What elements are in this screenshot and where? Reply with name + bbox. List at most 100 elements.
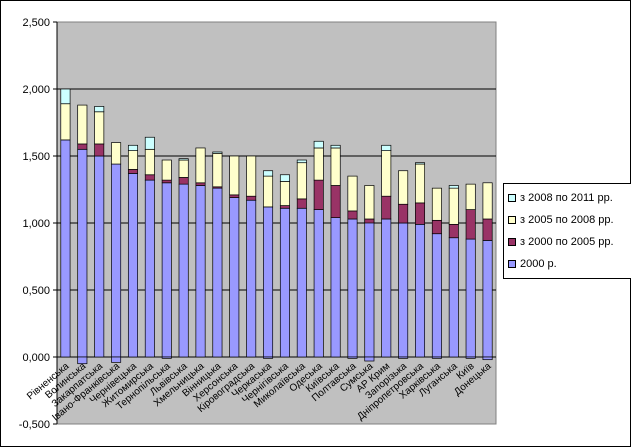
- bar-segment: [279, 174, 290, 182]
- bar-segment-negative: [77, 356, 88, 365]
- bar-segment: [347, 218, 358, 358]
- legend-item: 2000 р.: [508, 253, 628, 275]
- bar-segment: [229, 155, 240, 196]
- bar-segment: [178, 159, 189, 178]
- legend-label: з 2005 по 2008 рр.: [520, 214, 614, 226]
- bar-segment: [161, 179, 172, 184]
- bar-segment: [229, 194, 240, 198]
- bar-segment: [195, 147, 206, 184]
- bar-segment: [94, 155, 105, 358]
- bar-segment: [330, 144, 341, 149]
- bar-segment: [313, 209, 324, 358]
- bar-segment: [313, 179, 324, 210]
- bar-segment: [127, 150, 138, 170]
- bar-segment-negative: [398, 356, 409, 359]
- bar-segment-negative: [431, 356, 442, 359]
- bar-segment: [263, 206, 274, 358]
- bar-segment: [448, 223, 459, 239]
- y-tick-label: 0,500: [22, 285, 50, 297]
- legend: з 2008 по 2011 рр. з 2005 по 2008 рр. з …: [503, 183, 631, 279]
- bar-segment: [296, 162, 307, 200]
- bar-segment: [364, 218, 375, 224]
- y-tick-label: -0,500: [19, 419, 50, 431]
- bar-segment: [127, 173, 138, 358]
- bar-segment: [330, 185, 341, 218]
- y-tick-label: 2,000: [22, 84, 50, 96]
- bar-segment: [465, 183, 476, 210]
- bar-segment: [431, 233, 442, 358]
- legend-item: з 2008 по 2011 рр.: [508, 187, 628, 209]
- bar-segment: [77, 143, 88, 150]
- legend-label: 2000 р.: [520, 258, 557, 270]
- bar-segment: [178, 183, 189, 358]
- legend-label: з 2000 по 2005 рр.: [520, 236, 614, 248]
- bar-segment: [330, 147, 341, 186]
- bar-segment-negative: [111, 356, 122, 363]
- bar-segment: [144, 179, 155, 358]
- bar-segment: [347, 175, 358, 212]
- bar-segment: [296, 198, 307, 209]
- legend-item: з 2005 по 2008 рр.: [508, 209, 628, 231]
- bar-segment: [313, 147, 324, 181]
- bar-segment: [127, 169, 138, 174]
- bar-segment: [212, 187, 223, 358]
- bar-segment: [229, 197, 240, 358]
- bar-segment: [161, 182, 172, 358]
- bar-segment: [246, 155, 257, 197]
- bar-segment: [111, 163, 122, 358]
- y-tick-label: 1,500: [22, 151, 50, 163]
- bar-segment: [144, 174, 155, 181]
- bar-segment: [364, 218, 375, 358]
- bar-segment: [347, 210, 358, 220]
- bar-segment: [94, 111, 105, 145]
- bar-segment: [313, 140, 324, 149]
- bar-segment: [212, 152, 223, 188]
- bar-segment: [60, 103, 71, 141]
- bar-segment: [448, 237, 459, 358]
- bar-segment-negative: [161, 356, 172, 359]
- bar-segment: [330, 217, 341, 358]
- legend-label: з 2008 по 2011 рр.: [520, 192, 613, 204]
- legend-swatch: [508, 194, 516, 202]
- bar-segment: [77, 148, 88, 358]
- legend-swatch: [508, 238, 516, 246]
- bar-segment: [144, 148, 155, 176]
- bar-segment: [161, 159, 172, 181]
- bar-segment: [415, 202, 426, 225]
- bar-segment-negative: [263, 356, 274, 359]
- bar-segment: [246, 195, 257, 201]
- bar-segment: [448, 187, 459, 225]
- bar-segment: [279, 205, 290, 209]
- bar-segment: [127, 144, 138, 151]
- y-tick-label: 1,000: [22, 218, 50, 230]
- bar-segment: [296, 207, 307, 358]
- bar-segment: [144, 136, 155, 150]
- bar-segment: [94, 106, 105, 113]
- bar-segment: [482, 240, 493, 358]
- bars: [60, 88, 493, 365]
- bar-segment: [465, 209, 476, 240]
- y-tick-label: 2,500: [22, 17, 50, 29]
- bar-segment: [60, 88, 71, 105]
- bar-segment: [431, 219, 442, 235]
- legend-swatch: [508, 260, 516, 268]
- bar-segment: [465, 238, 476, 358]
- bar-segment: [381, 218, 392, 358]
- bar-segment-negative: [347, 356, 358, 359]
- bar-segment: [398, 203, 409, 224]
- bar-segment-negative: [482, 356, 493, 361]
- bar-segment: [431, 187, 442, 221]
- y-axis-ticks: -0,500 0,000 0,500 1,000 1,500 2,000 2,500: [19, 17, 58, 431]
- bar-segment: [381, 195, 392, 220]
- bar-segment: [178, 158, 189, 161]
- bar-segment: [415, 162, 426, 165]
- bar-segment: [482, 218, 493, 241]
- bar-segment: [415, 223, 426, 358]
- legend-item: з 2000 по 2005 рр.: [508, 231, 628, 253]
- bar-segment: [178, 177, 189, 185]
- bar-segment: [111, 142, 122, 165]
- bar-segment: [212, 151, 223, 154]
- y-tick-label: 0,000: [22, 352, 50, 364]
- bar-segment: [279, 207, 290, 358]
- bar-segment: [195, 182, 206, 186]
